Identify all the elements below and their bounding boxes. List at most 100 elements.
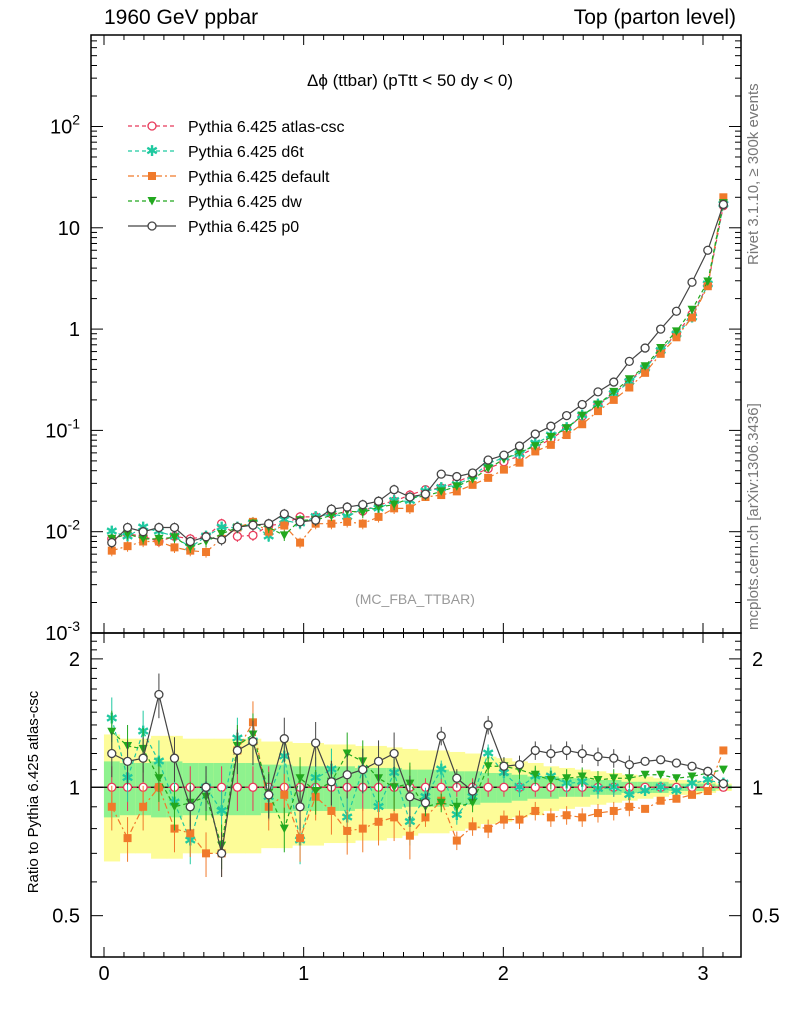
ratio-point-default xyxy=(468,822,477,831)
ratio-point-default xyxy=(672,794,681,803)
ratio-point-dw xyxy=(546,776,556,785)
y-tick-label: 10-1 xyxy=(45,415,80,442)
ratio-point-dw xyxy=(624,774,634,783)
main-point-dw xyxy=(593,400,603,410)
ratio-point-default xyxy=(562,811,571,820)
ratio-point-p0 xyxy=(624,759,634,770)
ratio-point-p0 xyxy=(169,753,180,763)
legend-marker-dw xyxy=(147,197,157,206)
main-point-p0 xyxy=(561,410,572,421)
ratio-point-p0 xyxy=(248,736,258,747)
main-point-dw xyxy=(217,529,227,539)
ratio-point-atlas_csc xyxy=(483,782,493,792)
ratio-point-default xyxy=(405,831,414,840)
ratio-point-p0 xyxy=(295,802,305,812)
main-point-default xyxy=(452,487,461,496)
ratio-point-p0 xyxy=(389,748,399,759)
ratio-point-atlas_csc xyxy=(232,782,243,792)
main-point-default xyxy=(343,517,352,526)
ratio-point-p0 xyxy=(154,689,164,700)
main-point-dw xyxy=(656,344,666,353)
main-point-p0 xyxy=(530,429,540,439)
main-point-p0 xyxy=(671,306,682,316)
plot-title: Δϕ (ttbar) (pTtt < 50 dy < 0) xyxy=(307,71,513,90)
main-point-default xyxy=(578,420,587,429)
main-line-atlas_csc xyxy=(111,205,724,543)
main-point-default xyxy=(468,480,477,489)
analysis-watermark: (MC_FBA_TTBAR) xyxy=(355,591,475,607)
ratio-point-default xyxy=(390,813,399,822)
ratio-point-default xyxy=(186,829,195,838)
main-point-default xyxy=(593,407,602,416)
main-point-p0 xyxy=(232,522,243,532)
main-point-p0 xyxy=(310,515,321,525)
ratio-point-default xyxy=(688,790,697,799)
main-point-dw xyxy=(452,482,462,491)
main-line-p0 xyxy=(111,204,724,544)
ratio-point-p0 xyxy=(593,751,603,762)
ratio-point-atlas_csc xyxy=(671,782,682,792)
ratio-point-d6t: ✱ xyxy=(607,779,620,796)
ratio-point-d6t: ✱ xyxy=(639,783,652,800)
main-point-p0 xyxy=(169,522,180,533)
main-point-dw xyxy=(483,464,493,474)
ratio-point-d6t: ✱ xyxy=(702,772,715,789)
x-tick-label: 1 xyxy=(298,963,309,985)
ratio-y-tick-label-right: 0.5 xyxy=(752,906,780,928)
y-tick-label: 1 xyxy=(69,319,80,341)
main-point-p0 xyxy=(546,421,556,431)
ratio-point-dw xyxy=(107,727,117,737)
main-point-p0 xyxy=(467,468,478,478)
main-point-p0 xyxy=(609,377,619,387)
main-point-dw xyxy=(468,475,478,484)
main-point-p0 xyxy=(420,489,431,499)
y-tick-label: 10-3 xyxy=(45,618,80,645)
ratio-point-d6t: ✱ xyxy=(686,776,699,793)
ratio-point-dw xyxy=(154,774,164,783)
ratio-point-default xyxy=(107,802,116,811)
ratio-point-default xyxy=(296,834,305,843)
ratio-line-p0 xyxy=(111,694,724,854)
ratio-point-p0 xyxy=(216,848,227,858)
main-point-default xyxy=(531,447,540,456)
main-point-dw xyxy=(530,442,540,451)
ratio-point-p0 xyxy=(358,764,368,775)
ratio-point-default xyxy=(578,813,587,822)
main-point-p0 xyxy=(279,509,289,519)
ratio-point-p0 xyxy=(687,761,697,771)
ratio-point-p0 xyxy=(452,773,462,783)
main-point-dw xyxy=(562,424,572,433)
main-point-default xyxy=(405,504,414,513)
legend-label-dw: Pythia 6.425 dw xyxy=(188,194,302,211)
main-line-d6t xyxy=(111,204,724,549)
ratio-point-default xyxy=(499,815,508,824)
main-point-p0 xyxy=(577,399,587,410)
ratio-point-p0 xyxy=(718,778,729,789)
main-point-dw xyxy=(671,327,681,336)
ratio-point-p0 xyxy=(138,753,148,763)
ratio-point-dw xyxy=(452,802,462,812)
ratio-plot-frame xyxy=(90,632,742,958)
legend-label-atlas_csc: Pythia 6.425 atlas-csc xyxy=(188,119,345,136)
ratio-point-default xyxy=(484,824,493,833)
main-point-p0 xyxy=(718,199,729,210)
ratio-point-p0 xyxy=(201,782,211,792)
ratio-point-atlas_csc xyxy=(248,782,258,792)
main-point-default xyxy=(327,519,336,528)
main-point-dw xyxy=(624,375,634,384)
ratio-point-d6t: ✱ xyxy=(482,746,495,763)
ratio-point-p0 xyxy=(609,753,619,763)
main-point-p0 xyxy=(264,519,274,529)
main-point-p0 xyxy=(514,441,525,451)
ratio-point-dw xyxy=(718,765,728,775)
main-point-dw xyxy=(609,387,619,397)
ratio-point-dw xyxy=(169,802,179,812)
main-point-p0 xyxy=(405,492,415,502)
legend-marker-d6t: ✱ xyxy=(146,143,159,160)
main-point-dw xyxy=(577,411,587,421)
ratio-point-p0 xyxy=(483,720,493,730)
ratio-point-default xyxy=(546,813,555,822)
main-point-dw xyxy=(358,508,368,517)
ratio-point-p0 xyxy=(577,748,587,759)
main-point-dw xyxy=(169,533,179,542)
